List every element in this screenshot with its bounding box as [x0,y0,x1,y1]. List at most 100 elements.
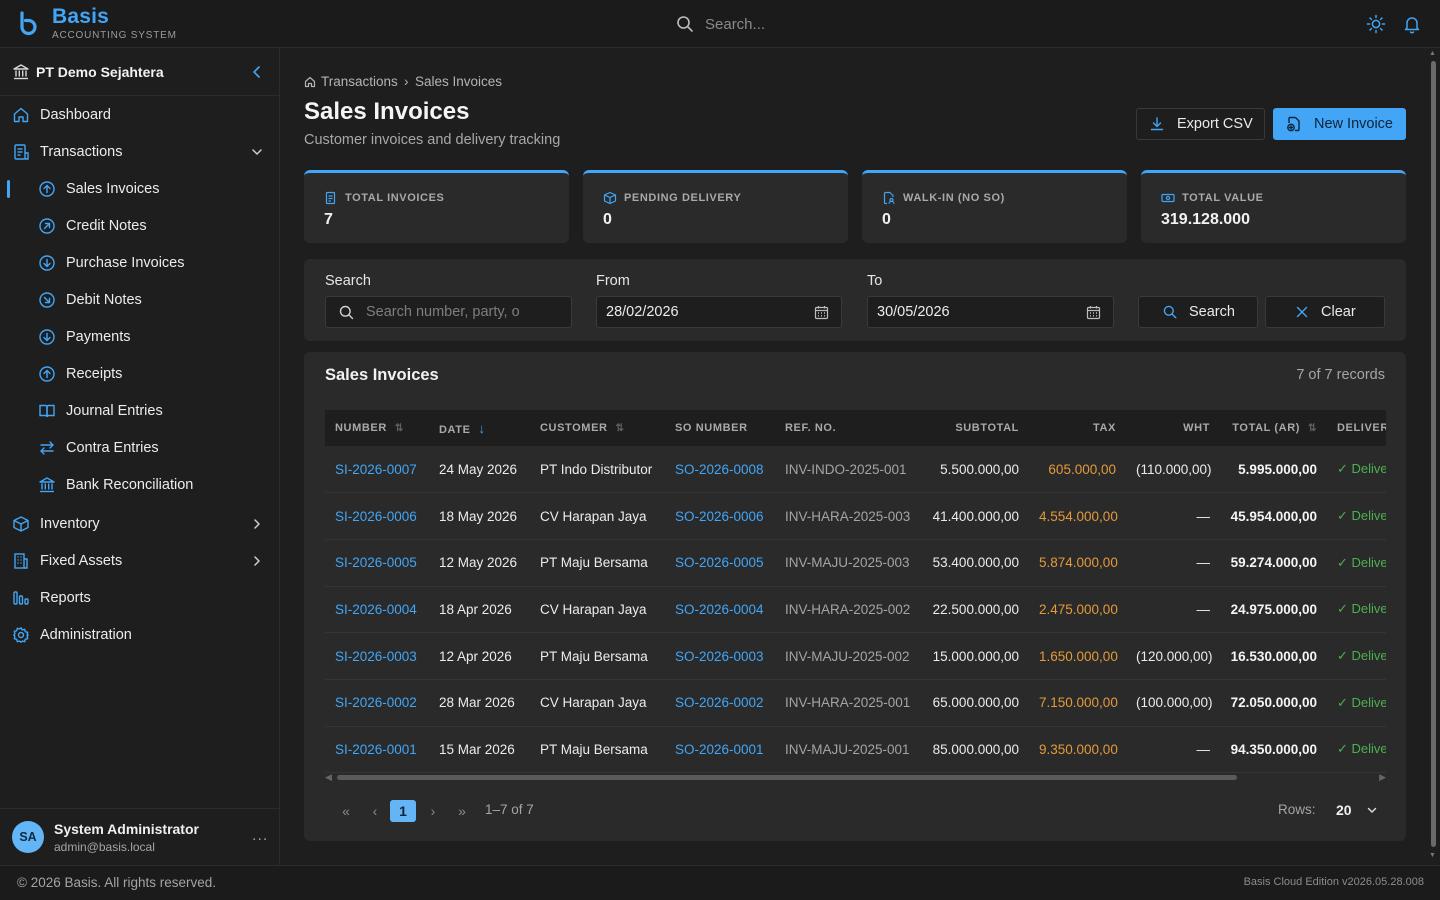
home-icon [12,106,30,124]
page-vertical-scrollbar[interactable]: ▲ ▼ [1426,48,1440,865]
stat-value: 319.128.000 [1161,211,1250,228]
column-header-number[interactable]: NUMBER ⇅ [325,410,429,446]
from-date-input[interactable] [606,297,806,327]
scroll-down-arrow-icon[interactable]: ▼ [1429,852,1436,859]
subtotal-value: 53.400.000,00 [932,555,1019,571]
so-number-link[interactable]: SO-2026-0008 [675,461,764,477]
sidebar-item-administration[interactable]: Administration [0,617,279,654]
sidebar-item-label: Transactions [40,144,123,160]
sidebar-item-reports[interactable]: Reports [0,580,279,617]
wht-value: — [1196,741,1211,757]
company-switcher[interactable]: PT Demo Sejahtera [0,48,279,96]
table-row[interactable]: SI-2026-0006 18 May 2026 CV Harapan Jaya… [325,493,1386,540]
rows-per-page-select[interactable]: 20 [1326,796,1386,824]
column-header-date[interactable]: DATE ↓ [429,410,530,446]
export-csv-button[interactable]: Export CSV [1136,108,1265,140]
invoice-number-link[interactable]: SI-2026-0006 [335,508,417,524]
sidebar-item-credit-notes[interactable]: Credit Notes [0,208,279,245]
sidebar-item-sales-invoices[interactable]: Sales Invoices [0,171,279,208]
notifications-bell-icon[interactable] [1402,14,1422,34]
table-row[interactable]: SI-2026-0005 12 May 2026 PT Maju Bersama… [325,539,1386,587]
next-page-button[interactable]: › [430,803,436,819]
sort-descending-arrow-icon[interactable]: ↓ [478,420,486,436]
ref-number: INV-HARA-2025-002 [785,601,911,617]
sidebar-item-receipts[interactable]: Receipts [0,356,279,393]
sidebar-item-bank-reconciliation[interactable]: Bank Reconciliation [0,467,279,504]
sort-icon[interactable]: ⇅ [1308,423,1317,434]
clear-button[interactable]: Clear [1265,296,1385,328]
sidebar-item-dashboard[interactable]: Dashboard [0,97,279,134]
sidebar-item-label: Administration [40,627,132,643]
table-scroll-area[interactable]: NUMBER ⇅ DATE ↓ CUSTOMER ⇅ SO NUMBER REF. N… [325,410,1386,785]
invoice-number-link[interactable]: SI-2026-0005 [335,555,417,571]
table-row[interactable]: SI-2026-0002 28 Mar 2026 CV Harapan Jaya… [325,679,1386,727]
user-profile[interactable]: SA System Administrator admin@basis.loca… [0,808,279,865]
column-header-total-ar[interactable]: TOTAL (AR) ⇅ [1220,410,1327,446]
from-date-field[interactable] [596,296,842,328]
invoice-number-link[interactable]: SI-2026-0004 [335,601,417,617]
calendar-icon[interactable] [814,305,829,320]
so-number-link[interactable]: SO-2026-0003 [675,648,764,664]
to-date-field[interactable] [867,296,1114,328]
invoice-date: 18 Apr 2026 [439,601,512,617]
table-row[interactable]: SI-2026-0003 12 Apr 2026 PT Maju Bersama… [325,633,1386,680]
user-name: System Administrator [54,821,199,837]
column-header-label: TOTAL (AR) [1232,422,1301,434]
stat-label: PENDING DELIVERY [624,192,742,204]
horizontal-scrollbar[interactable]: ◀ ▶ [325,772,1386,782]
home-icon[interactable] [304,76,316,88]
scroll-right-arrow-icon[interactable]: ▶ [1379,772,1386,782]
scroll-left-arrow-icon[interactable]: ◀ [325,772,332,782]
avatar: SA [12,821,44,853]
stat-value: 7 [324,211,333,228]
first-page-button[interactable]: « [342,803,350,819]
sidebar-item-payments[interactable]: Payments [0,319,279,356]
invoice-number-link[interactable]: SI-2026-0003 [335,648,417,664]
page-subtitle: Customer invoices and delivery tracking [304,132,561,148]
global-search-input[interactable] [700,12,1100,36]
customer-name: PT Maju Bersama [540,741,648,757]
sidebar-item-contra-entries[interactable]: Contra Entries [0,430,279,467]
search-input[interactable] [366,297,566,327]
so-number-link[interactable]: SO-2026-0004 [675,601,764,617]
sidebar-item-debit-notes[interactable]: Debit Notes [0,282,279,319]
arrow-up-circle-icon [38,365,56,383]
sidebar-item-journal-entries[interactable]: Journal Entries [0,393,279,430]
sidebar-item-transactions[interactable]: Transactions [0,134,279,171]
more-options-icon[interactable]: ... [252,827,269,844]
page-button-current[interactable]: 1 [390,800,416,822]
sort-icon[interactable]: ⇅ [394,423,404,434]
search-field[interactable] [325,296,572,328]
so-number-link[interactable]: SO-2026-0002 [675,695,764,711]
column-header-customer[interactable]: CUSTOMER ⇅ [530,410,665,446]
collapse-sidebar-chevron-left-icon[interactable] [248,63,266,81]
sidebar-item-fixed-assets[interactable]: Fixed Assets [0,543,279,580]
breadcrumb-link-transactions[interactable]: Transactions [321,74,398,89]
prev-page-button[interactable]: ‹ [372,803,378,819]
sidebar-item-purchase-invoices[interactable]: Purchase Invoices [0,245,279,282]
to-date-input[interactable] [877,297,1077,327]
sort-icon[interactable]: ⇅ [615,423,625,434]
scrollbar-thumb[interactable] [1431,61,1436,847]
scrollbar-thumb[interactable] [337,775,1237,780]
theme-toggle-sun-icon[interactable] [1366,14,1386,34]
invoice-number-link[interactable]: SI-2026-0001 [335,741,417,757]
table-row[interactable]: SI-2026-0004 18 Apr 2026 CV Harapan Jaya… [325,586,1386,633]
table-row[interactable]: SI-2026-0001 15 Mar 2026 PT Maju Bersama… [325,726,1386,773]
scroll-up-arrow-icon[interactable]: ▲ [1429,50,1436,57]
sidebar-item-inventory[interactable]: Inventory [0,506,279,543]
search-button[interactable]: Search [1138,296,1258,328]
table-row[interactable]: SI-2026-0007 24 May 2026 PT Indo Distrib… [325,446,1386,493]
last-page-button[interactable]: » [458,803,466,819]
basis-logo-icon[interactable] [16,11,40,37]
search-icon [676,15,694,33]
so-number-link[interactable]: SO-2026-0006 [675,508,764,524]
calendar-icon[interactable] [1086,305,1101,320]
so-number-link[interactable]: SO-2026-0005 [675,555,764,571]
invoice-number-link[interactable]: SI-2026-0007 [335,461,417,477]
new-invoice-button[interactable]: New Invoice [1273,108,1406,140]
tax-value: 9.350.000,00 [1039,741,1118,757]
column-header-label: SO NUMBER [675,422,748,434]
so-number-link[interactable]: SO-2026-0001 [675,741,764,757]
invoice-number-link[interactable]: SI-2026-0002 [335,695,417,711]
